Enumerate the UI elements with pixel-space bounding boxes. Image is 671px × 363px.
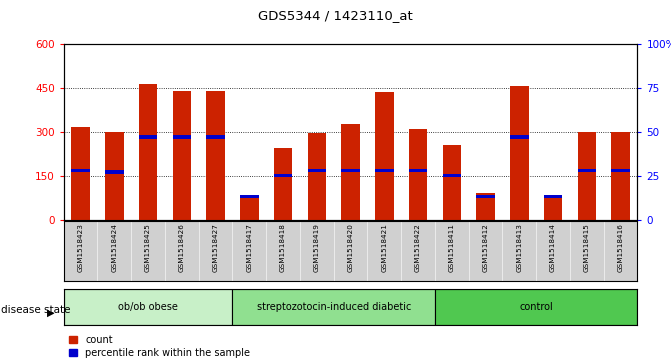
Bar	[443, 174, 461, 178]
Text: GSM1518416: GSM1518416	[617, 223, 623, 272]
Bar	[409, 129, 427, 220]
Bar	[232, 289, 435, 325]
Bar	[435, 289, 637, 325]
Text: GSM1518413: GSM1518413	[516, 223, 522, 272]
Bar	[375, 92, 394, 220]
Bar	[274, 148, 293, 220]
Bar	[206, 135, 225, 139]
Bar	[375, 168, 394, 172]
Text: disease state: disease state	[1, 305, 71, 315]
Bar	[139, 84, 158, 220]
Bar	[64, 289, 232, 325]
Bar	[476, 195, 495, 199]
Bar	[578, 168, 596, 172]
Bar	[611, 132, 630, 220]
Bar	[172, 135, 191, 139]
Bar	[71, 168, 90, 172]
Text: ▶: ▶	[47, 308, 55, 318]
Bar	[71, 127, 90, 220]
Text: GSM1518411: GSM1518411	[449, 223, 455, 272]
Text: GSM1518419: GSM1518419	[314, 223, 320, 272]
Bar	[307, 168, 326, 172]
Bar	[139, 135, 158, 139]
Bar	[611, 168, 630, 172]
Bar	[274, 174, 293, 178]
Text: GSM1518422: GSM1518422	[415, 223, 421, 272]
Text: control: control	[519, 302, 553, 312]
Text: GSM1518415: GSM1518415	[584, 223, 590, 272]
Bar	[206, 90, 225, 220]
Bar	[342, 168, 360, 172]
Bar	[443, 145, 461, 220]
Text: GSM1518424: GSM1518424	[111, 223, 117, 272]
Bar	[510, 86, 529, 220]
Text: GSM1518420: GSM1518420	[348, 223, 354, 272]
Bar	[105, 132, 123, 220]
Bar	[307, 133, 326, 220]
Text: ob/ob obese: ob/ob obese	[118, 302, 178, 312]
Text: GSM1518426: GSM1518426	[179, 223, 185, 272]
Bar	[342, 124, 360, 220]
Text: GSM1518423: GSM1518423	[78, 223, 84, 272]
Text: GSM1518418: GSM1518418	[280, 223, 286, 272]
Text: GSM1518427: GSM1518427	[213, 223, 219, 272]
Bar	[240, 195, 258, 199]
Bar	[578, 131, 596, 220]
Legend: count, percentile rank within the sample: count, percentile rank within the sample	[68, 335, 250, 358]
Text: GSM1518417: GSM1518417	[246, 223, 252, 272]
Text: GSM1518412: GSM1518412	[482, 223, 488, 272]
Text: GDS5344 / 1423110_at: GDS5344 / 1423110_at	[258, 9, 413, 22]
Bar	[172, 91, 191, 220]
Bar	[544, 195, 562, 220]
Text: GSM1518425: GSM1518425	[145, 223, 151, 272]
Bar	[409, 168, 427, 172]
Bar	[105, 170, 123, 174]
Bar	[544, 195, 562, 199]
Text: GSM1518421: GSM1518421	[381, 223, 387, 272]
Text: streptozotocin-induced diabetic: streptozotocin-induced diabetic	[256, 302, 411, 312]
Text: GSM1518414: GSM1518414	[550, 223, 556, 272]
Bar	[510, 135, 529, 139]
Bar	[240, 197, 258, 220]
Bar	[476, 193, 495, 220]
